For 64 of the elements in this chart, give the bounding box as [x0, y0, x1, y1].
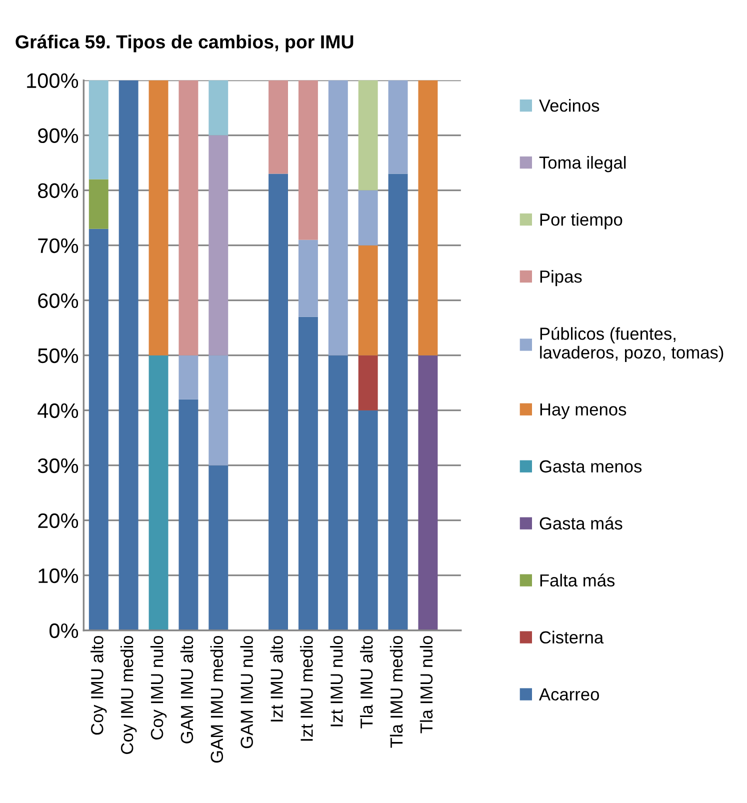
bar	[298, 316, 318, 630]
bar	[358, 80, 378, 190]
bar	[88, 80, 108, 180]
bar	[208, 355, 228, 466]
bar	[358, 355, 378, 410]
x-tick-label: Coy IMU nulo	[150, 636, 167, 740]
bar	[418, 355, 438, 630]
bar	[358, 245, 378, 356]
legend-label: Gasta más	[540, 516, 622, 530]
x-tick-label: GAM IMU medio	[210, 636, 224, 763]
legend-label: Acarreo	[538, 688, 600, 701]
y-tick-label: 80%	[38, 183, 78, 198]
legend-label: Gasta menos	[540, 460, 642, 473]
y-tick-label: 0%	[50, 623, 78, 638]
bar	[148, 355, 168, 630]
legend-label: Públicos (fuentes, lavaderos, pozo, tomas)	[540, 326, 724, 362]
bar	[208, 465, 228, 630]
legend-label: Hay menos	[540, 403, 626, 420]
legend-label: Toma ilegal	[539, 156, 626, 172]
x-tick-label: Coy IMU medio	[120, 636, 137, 754]
bar	[178, 80, 198, 356]
bar	[358, 410, 378, 630]
bar	[178, 355, 198, 400]
legend-label: Vecinos	[539, 99, 600, 112]
bar	[268, 80, 288, 174]
y-tick-label: 100%	[27, 73, 78, 88]
x-tick-label: Coy IMU alto	[90, 636, 107, 735]
chart-title: Gráfica 59. Tipos de cambios, por IMU	[16, 34, 354, 52]
bar	[388, 174, 408, 630]
y-tick-label: 90%	[38, 128, 78, 144]
y-tick-label: 20%	[38, 513, 78, 528]
x-tick-label: Tla IMU medio	[390, 636, 403, 748]
y-tick-label: 60%	[38, 293, 78, 308]
legend-label: Por tiempo	[540, 213, 622, 230]
x-tick-label: GAM IMU alto	[180, 636, 194, 744]
y-tick-label: 70%	[38, 238, 78, 254]
bar	[298, 80, 318, 240]
bar	[208, 80, 228, 136]
bar	[388, 80, 408, 174]
x-tick-label: Izt IMU nulo	[330, 636, 343, 726]
legend-label: Cisterna	[540, 630, 604, 644]
x-tick-label: Izt IMU medio	[300, 636, 313, 741]
x-tick-label: Izt IMU alto	[270, 636, 283, 722]
bar	[328, 80, 348, 356]
x-tick-label: GAM IMU nulo	[240, 636, 253, 748]
bar	[148, 80, 168, 356]
x-tick-label: Tla IMU alto	[360, 636, 373, 728]
bar	[118, 80, 138, 630]
bar	[88, 179, 108, 229]
bar	[328, 355, 348, 630]
bar	[88, 228, 108, 630]
bar	[268, 174, 288, 630]
bar	[178, 399, 198, 630]
y-tick-label: 30%	[38, 458, 78, 474]
bar	[298, 240, 318, 317]
bar	[358, 190, 378, 246]
bar	[208, 135, 228, 356]
bar	[418, 80, 438, 356]
y-tick-label: 40%	[38, 403, 78, 418]
legend-label: Falta más	[540, 574, 615, 587]
y-tick-label: 10%	[38, 568, 78, 584]
legend-label: Pipas	[540, 270, 582, 286]
y-tick-label: 50%	[38, 348, 78, 364]
x-tick-label: Tla IMU nulo	[420, 636, 433, 734]
